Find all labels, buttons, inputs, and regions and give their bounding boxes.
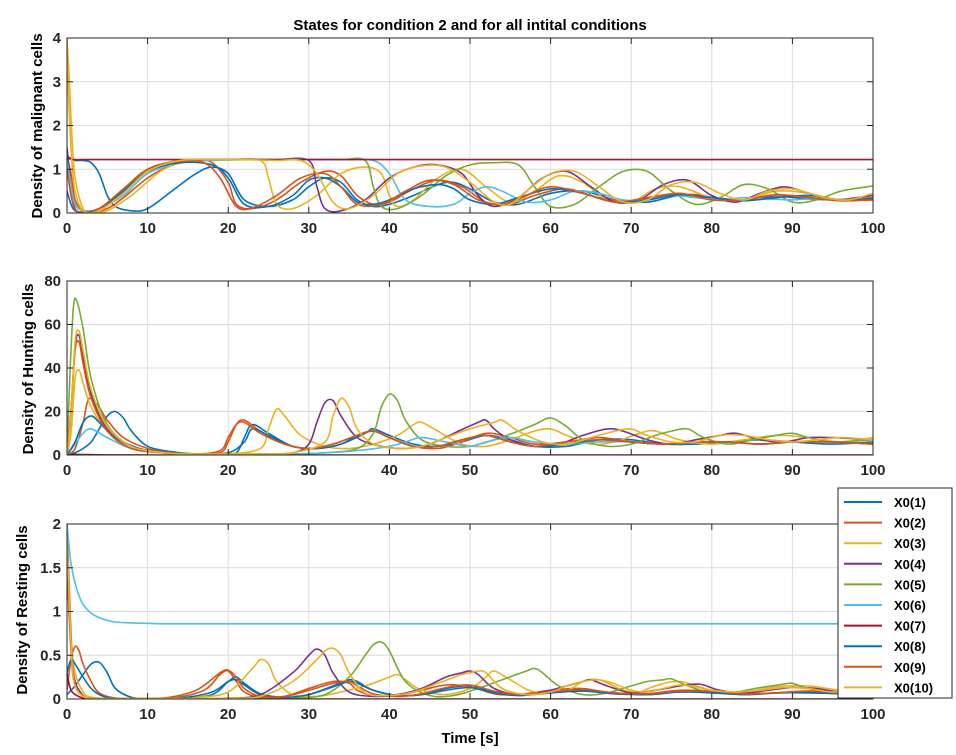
figure-title: States for condition 2 and for all intit… <box>293 17 646 34</box>
y-tick-label: 20 <box>44 404 61 421</box>
x-tick-label: 20 <box>220 220 237 237</box>
x-tick-label: 40 <box>381 220 398 237</box>
resting-subplot: 0 10 20 30 40 50 60 70 80 90 100 0 0.5 1 1.5 2 Density … <box>14 516 886 747</box>
legend-label: X0(5) <box>894 577 926 592</box>
x-tick-label: 50 <box>462 706 479 723</box>
x-tick-label: 70 <box>623 706 640 723</box>
y-axis-label: Density of malignant cells <box>29 33 46 218</box>
x-tick-label: 100 <box>860 220 885 237</box>
legend-label: X0(2) <box>894 516 926 531</box>
y-tick-label: 3 <box>53 74 61 91</box>
x-tick-label: 80 <box>703 706 720 723</box>
y-tick-label: 1 <box>53 604 61 621</box>
legend-label: X0(3) <box>894 536 926 551</box>
x-tick-label: 0 <box>63 220 71 237</box>
series-line-1 <box>67 155 873 212</box>
y-tick-label: 40 <box>44 360 61 377</box>
legend-label: X0(6) <box>894 598 926 613</box>
malignant-subplot: States for condition 2 and for all intit… <box>29 17 886 237</box>
y-tick-label: 2 <box>53 516 61 533</box>
series-line-10 <box>67 329 873 455</box>
x-tick-label: 10 <box>139 462 156 479</box>
y-tick-label: 0 <box>53 205 61 222</box>
series-line-10 <box>67 59 873 213</box>
x-tick-label: 20 <box>220 706 237 723</box>
x-tick-label: 50 <box>462 462 479 479</box>
series-line-9 <box>67 339 873 455</box>
x-tick-label: 100 <box>860 462 885 479</box>
y-tick-label: 0 <box>53 691 61 708</box>
x-tick-label: 70 <box>623 462 640 479</box>
x-tick-label: 30 <box>300 706 317 723</box>
legend: X0(1) X0(2) X0(3) X0(4) X0(5) X0(6) X0(7) X0(8)… <box>837 487 953 699</box>
y-tick-label: 80 <box>44 273 61 290</box>
x-tick-label: 70 <box>623 220 640 237</box>
series-line-3 <box>67 38 873 213</box>
legend-label: X0(4) <box>894 557 926 572</box>
y-tick-label: 0.5 <box>40 647 61 664</box>
x-tick-label: 60 <box>542 706 559 723</box>
x-tick-label: 100 <box>860 706 885 723</box>
x-axis-label: Time [s] <box>441 730 498 747</box>
y-tick-label: 1.5 <box>40 560 61 577</box>
x-tick-label: 10 <box>139 220 156 237</box>
x-tick-label: 30 <box>300 462 317 479</box>
x-tick-label: 60 <box>542 220 559 237</box>
x-tick-label: 40 <box>381 462 398 479</box>
y-tick-label: 0 <box>53 447 61 464</box>
x-tick-label: 20 <box>220 462 237 479</box>
legend-label: X0(10) <box>894 680 933 695</box>
x-tick-label: 90 <box>784 220 801 237</box>
y-tick-label: 4 <box>53 30 62 47</box>
legend-label: X0(7) <box>894 619 926 634</box>
y-axis-label: Density of Resting cells <box>14 525 31 694</box>
legend-label: X0(1) <box>894 495 926 510</box>
x-tick-label: 60 <box>542 462 559 479</box>
series-line-8 <box>67 658 873 699</box>
x-tick-label: 30 <box>300 220 317 237</box>
x-tick-label: 90 <box>784 706 801 723</box>
x-tick-label: 80 <box>703 220 720 237</box>
y-tick-label: 1 <box>53 161 61 178</box>
x-tick-label: 40 <box>381 706 398 723</box>
y-axis-label: Density of Hunting cells <box>20 284 37 455</box>
x-tick-label: 0 <box>63 462 71 479</box>
series-line-7 <box>67 672 873 699</box>
y-tick-label: 2 <box>53 118 61 135</box>
x-tick-label: 10 <box>139 706 156 723</box>
y-tick-label: 60 <box>44 317 61 334</box>
series-line-9 <box>67 159 873 213</box>
series-line-6 <box>67 524 873 625</box>
legend-label: X0(9) <box>894 660 926 675</box>
hunting-subplot: 0 10 20 30 40 50 60 70 80 90 100 0 20 40 60 80 Density … <box>20 273 886 479</box>
legend-label: X0(8) <box>894 639 926 654</box>
x-tick-label: 90 <box>784 462 801 479</box>
x-tick-label: 80 <box>703 462 720 479</box>
x-tick-label: 50 <box>462 220 479 237</box>
x-tick-label: 0 <box>63 706 71 723</box>
